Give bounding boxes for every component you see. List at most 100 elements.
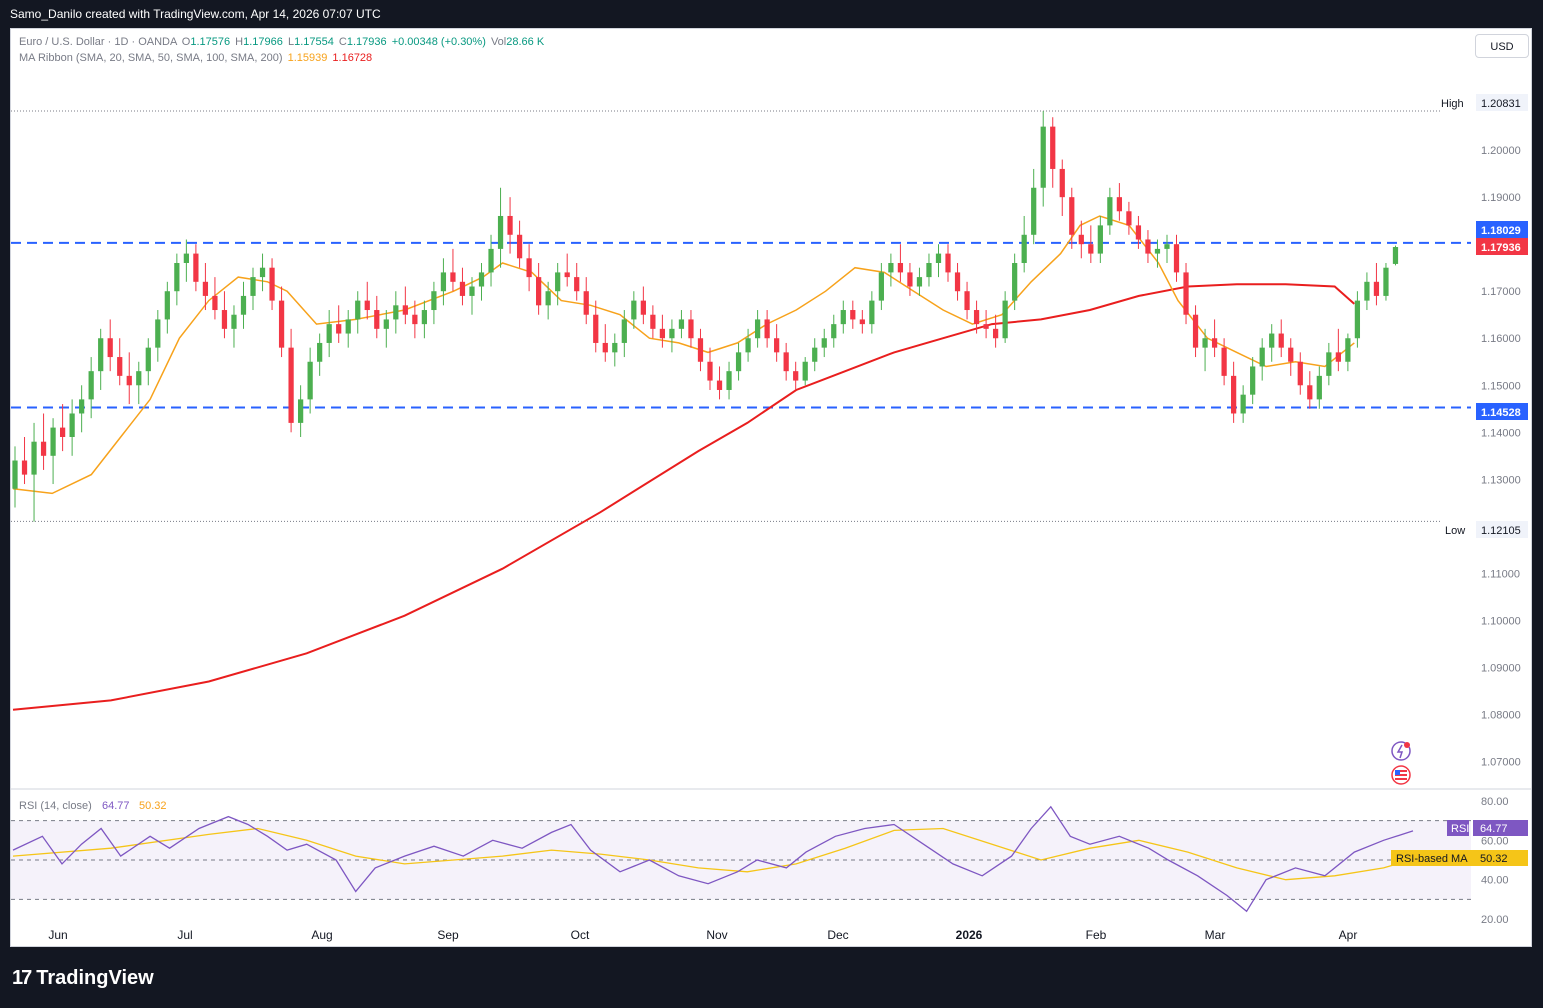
candle-body <box>1259 347 1265 367</box>
tradingview-wordmark: TradingView <box>36 966 154 989</box>
candle-body <box>1221 347 1227 376</box>
candle-body <box>336 324 342 334</box>
candle-body <box>926 263 932 278</box>
candle-body <box>973 310 980 325</box>
horizontal-levels <box>11 241 1471 409</box>
time-tick-label: Jul <box>177 928 192 942</box>
rsi-ma-value-label: 50.32 <box>1480 853 1508 865</box>
candle-body <box>1307 385 1313 400</box>
candle-body <box>593 314 599 343</box>
candle-body <box>393 305 399 320</box>
candle-body <box>1097 225 1103 254</box>
candle-body <box>1345 338 1351 362</box>
top-credit-bar: Samo_Danilo created with TradingView.com… <box>0 0 1543 28</box>
rsi-legend-label[interactable]: RSI (14, close) <box>19 800 92 812</box>
candle-body <box>536 277 542 306</box>
us-flag-icon[interactable] <box>1391 765 1411 785</box>
candle-body <box>497 215 504 249</box>
candle-body <box>526 258 532 278</box>
candle-body <box>259 267 266 278</box>
moving-averages <box>12 215 1355 711</box>
open-label: O <box>181 36 191 48</box>
candle-body <box>145 347 151 372</box>
rsi-tick-label: 20.00 <box>1481 914 1509 926</box>
candle-body <box>345 319 351 334</box>
candle-body <box>650 314 656 329</box>
candle-body <box>1364 281 1370 301</box>
time-tick-label: Mar <box>1205 928 1226 942</box>
candle-body <box>40 441 47 456</box>
candle-body <box>916 277 923 287</box>
candle-body <box>98 338 104 372</box>
candle-body <box>1078 234 1084 245</box>
candle-body <box>1021 234 1027 263</box>
candle-body <box>421 310 428 325</box>
candle-body <box>831 324 837 339</box>
candle-body <box>726 371 732 390</box>
candle-body <box>907 272 913 287</box>
low-value-bg <box>1476 521 1528 538</box>
currency-button[interactable]: USD <box>1475 34 1529 58</box>
candle-body <box>821 338 827 348</box>
candle-body <box>1002 300 1008 339</box>
time-tick-label: Jun <box>48 928 67 942</box>
candle-body <box>612 342 618 353</box>
candle-body <box>1164 244 1170 249</box>
candle-body <box>1126 211 1132 226</box>
candle-body <box>307 361 313 400</box>
rsi-pane: 80.00 60.00 40.00 20.00 <box>11 796 1509 926</box>
symbol-name[interactable]: Euro / U.S. Dollar · 1D · OANDA <box>19 36 177 48</box>
tradingview-logo[interactable]: 17 TradingView <box>12 964 154 992</box>
candle-body <box>1316 375 1322 400</box>
close-value: 1.17936 <box>346 36 387 48</box>
rsi-value-label: 64.77 <box>1480 823 1508 835</box>
ma200-value: 1.16728 <box>332 52 373 64</box>
chart-frame[interactable]: Euro / U.S. Dollar · 1D · OANDA O1.17576… <box>10 28 1532 947</box>
candle-body <box>888 263 894 273</box>
rsi-ma-legend-value: 50.32 <box>139 800 167 812</box>
candle-body <box>431 291 437 311</box>
candle-body <box>1335 352 1341 362</box>
flash-icon[interactable] <box>1391 741 1411 761</box>
candle-body <box>1269 333 1275 348</box>
candle-body <box>374 310 380 329</box>
candle-body <box>812 347 818 362</box>
candle-body <box>983 324 989 329</box>
candle-body <box>669 328 675 339</box>
candle-body <box>193 253 199 282</box>
rsi-line <box>12 805 1414 913</box>
candle-body <box>174 263 180 292</box>
price-tick-label: 1.16000 <box>1481 333 1521 345</box>
symbol-legend: Euro / U.S. Dollar · 1D · OANDA O1.17576… <box>19 36 544 48</box>
candle-body <box>1373 281 1380 296</box>
candle-body <box>1278 333 1284 348</box>
candle-body <box>783 352 789 372</box>
ma-ribbon-label[interactable]: MA Ribbon (SMA, 20, SMA, 50, SMA, 100, S… <box>19 52 283 64</box>
candle-body <box>364 300 370 311</box>
candle-body <box>317 342 323 362</box>
rsi-ma-value-bg <box>1473 850 1528 866</box>
candle-body <box>640 300 646 315</box>
low-label: L <box>287 36 295 48</box>
candle-body <box>383 319 389 329</box>
candle-body <box>1154 248 1161 254</box>
candle-body <box>897 263 904 273</box>
rsi-tick-label: 80.00 <box>1481 796 1509 808</box>
candle-body <box>964 291 970 311</box>
candle-body <box>450 272 456 282</box>
low-tag: Low <box>1445 525 1465 537</box>
candle-body <box>202 281 209 296</box>
ma20-value: 1.15939 <box>287 52 328 64</box>
candle-body <box>745 338 751 353</box>
candle-body <box>126 375 132 386</box>
candle-body <box>659 328 666 339</box>
candle-body <box>297 399 304 423</box>
candle-body <box>1240 394 1246 414</box>
time-tick-label: Aug <box>311 928 332 942</box>
candle-body <box>564 272 570 278</box>
candle-body <box>278 300 285 348</box>
candle-body <box>50 427 56 456</box>
price-tick-label: 1.17000 <box>1481 286 1521 298</box>
change-value: +0.00348 (+0.30%) <box>391 36 486 48</box>
